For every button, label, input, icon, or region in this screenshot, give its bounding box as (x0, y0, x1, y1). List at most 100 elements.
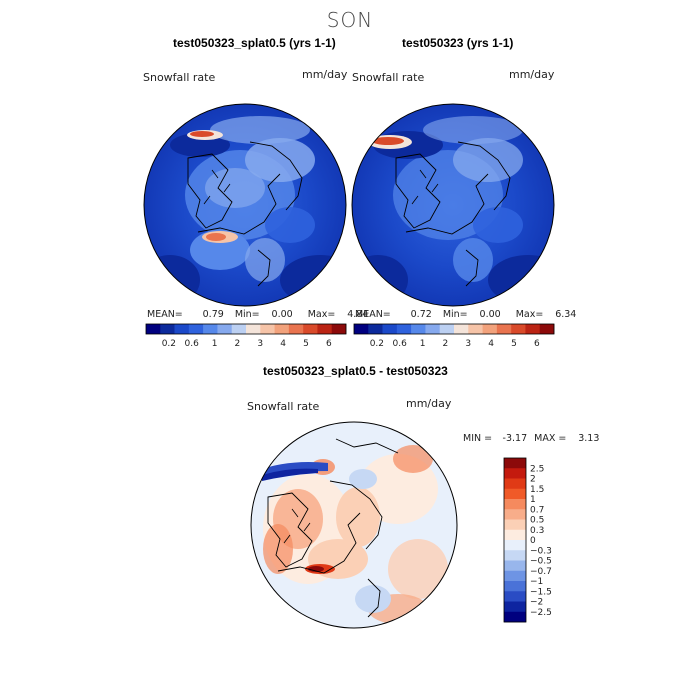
colorbar-tick-label: −2 (530, 598, 543, 608)
panel-2-stats: MEAN= 0.72 Min= 0.00 Max= 6.34 (355, 309, 576, 320)
panel-1-min-value: 0.00 (271, 309, 293, 320)
colorbar-tick-label: −0.5 (530, 557, 552, 567)
colorbar-cell (504, 570, 526, 582)
colorbar-frame (353, 323, 555, 335)
colorbar-cell (146, 324, 161, 334)
colorbar-tick-label: 6 (326, 339, 332, 349)
colorbar-cell (454, 324, 469, 334)
colorbar-cell (511, 324, 526, 334)
colorbar-cell (504, 509, 526, 520)
panel-2-title: test050323 (yrs 1-1) (402, 36, 514, 50)
panel-1-variable-label: Snowfall rate (143, 71, 216, 84)
colorbar-tick-label: −2.5 (530, 608, 552, 618)
colorbar-cell (260, 324, 275, 334)
colorbar-cell (525, 324, 541, 334)
colorbar-frame (503, 457, 527, 623)
colorbar-tick-label: 1 (420, 339, 426, 349)
panel-1-min-label: Min= (234, 309, 260, 320)
colorbar-cell (246, 324, 261, 334)
colorbar-cell (368, 324, 383, 334)
panel-3-colorbar: 2.521.510.70.50.30−0.3−0.5−0.7−1−1.5−2−2… (503, 457, 552, 623)
panel-3-map (250, 421, 458, 629)
colorbar-cell (504, 611, 526, 623)
colorbar-tick-label: 0.7 (530, 505, 544, 515)
colorbar-tick-label: 2.5 (530, 464, 544, 474)
colorbar-tick-label: 4 (488, 339, 494, 349)
panel-3-min-value: -3.17 (502, 433, 528, 444)
colorbar-cell (504, 560, 526, 572)
colorbar-cell (160, 324, 175, 334)
colorbar-tick-label: 1.5 (530, 485, 544, 495)
colorbar-cell (274, 324, 290, 334)
colorbar-tick-label: 0.5 (530, 516, 544, 526)
panel-1-max-value: 4.84 (347, 309, 369, 320)
panel-2-max-value: 6.34 (555, 309, 577, 320)
colorbar-tick-label: 0.6 (185, 339, 200, 349)
colorbar-cell (482, 324, 498, 334)
colorbar-cell (188, 324, 204, 334)
colorbar-tick-label: −1 (530, 577, 543, 587)
colorbar-cell (496, 324, 512, 334)
colorbar-cell (504, 591, 526, 602)
colorbar-tick-label: 5 (511, 339, 517, 349)
season-title: SON (326, 8, 374, 32)
colorbar-cell (504, 601, 526, 613)
colorbar-cell (504, 540, 526, 551)
colorbar-cell (382, 324, 398, 334)
colorbar-tick-label: 0.2 (370, 339, 384, 349)
colorbar-tick-label: 0.3 (530, 526, 544, 536)
panel-3-max-label: MAX = (534, 433, 567, 444)
panel-1-colorbar: 0.2 0.6 1 2 3 4 5 6 (145, 323, 347, 349)
colorbar-tick-label: 5 (303, 339, 309, 349)
colorbar-tick-label: 2 (443, 339, 449, 349)
panel-2-variable-label: Snowfall rate (352, 71, 425, 84)
colorbar-cell (504, 550, 526, 561)
colorbar-tick-label: 2 (235, 339, 241, 349)
colorbar-cell (504, 458, 526, 469)
panel-1-stats: MEAN= 0.79 Min= 0.00 Max= 4.84 (147, 309, 368, 320)
panel-1-title: test050323_splat0.5 (yrs 1-1) (173, 36, 336, 50)
colorbar-tick-label: 4 (280, 339, 286, 349)
panel-1-max-label: Max= (307, 309, 336, 320)
colorbar-cell (331, 324, 347, 334)
colorbar-tick-label: 3 (257, 339, 263, 349)
colorbar-tick-label: 3 (465, 339, 471, 349)
colorbar-cell (217, 324, 233, 334)
colorbar-cell (425, 324, 441, 334)
panel-1-units-label: mm/day (302, 68, 348, 81)
colorbar-tick-label: 0.2 (162, 339, 176, 349)
panel-2-max-label: Max= (515, 309, 544, 320)
colorbar-tick-label: 0 (530, 536, 536, 546)
colorbar-tick-label: −0.7 (530, 567, 552, 577)
panel-2-min-label: Min= (442, 309, 468, 320)
panel-3-min-label: MIN = (463, 433, 493, 444)
panel-3-stats: MIN = -3.17 MAX = 3.13 (463, 433, 599, 444)
panel-3-variable-label: Snowfall rate (247, 400, 320, 413)
colorbar-cell (504, 529, 526, 541)
panel-2-units-label: mm/day (509, 68, 555, 81)
colorbar-cell (231, 324, 247, 334)
colorbar-tick-label: 6 (534, 339, 540, 349)
colorbar-cell (303, 324, 318, 334)
colorbar-cell (317, 324, 333, 334)
panel-3-title: test050323_splat0.5 - test050323 (263, 364, 448, 378)
colorbar-tick-label: 1 (530, 495, 536, 505)
colorbar-cell (354, 324, 369, 334)
panel-1-map (143, 103, 347, 307)
colorbar-cell (504, 519, 526, 531)
colorbar-tick-label: 1 (212, 339, 218, 349)
colorbar-cell (539, 324, 555, 334)
colorbar-cell (439, 324, 455, 334)
panel-3-units-label: mm/day (406, 397, 452, 410)
colorbar-frame (145, 323, 347, 335)
colorbar-cell (288, 324, 304, 334)
panel-3-max-value: 3.13 (578, 433, 600, 444)
colorbar-tick-label: −0.3 (530, 546, 552, 556)
panel-2-min-value: 0.00 (479, 309, 501, 320)
colorbar-cell (504, 499, 526, 510)
colorbar-cell (174, 324, 190, 334)
panel-1-mean-value: 0.79 (202, 309, 224, 320)
panel-2-mean-value: 0.72 (410, 309, 432, 320)
panel-1-mean-label: MEAN= (147, 309, 183, 320)
colorbar-tick-label: 2 (530, 475, 536, 485)
